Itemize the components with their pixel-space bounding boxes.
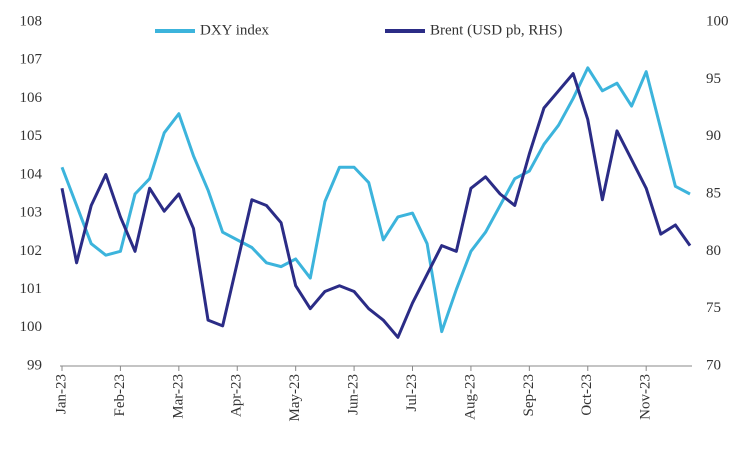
x-tick-label: May-23 (287, 374, 303, 422)
y-tick-label: 100 (20, 319, 43, 335)
y2-tick-label: 70 (706, 357, 721, 373)
y2-tick-label: 75 (706, 300, 721, 316)
y-tick-label: 104 (20, 166, 43, 182)
x-tick-label: Nov-23 (638, 374, 654, 420)
y-tick-label: 102 (20, 243, 43, 259)
y-tick-label: 106 (20, 90, 43, 106)
y-tick-label: 101 (20, 281, 43, 297)
legend-label: Brent (USD pb, RHS) (430, 22, 563, 38)
x-tick-label: Jan-23 (53, 374, 69, 414)
y-tick-label: 103 (20, 205, 43, 221)
x-tick-label: Oct-23 (579, 374, 595, 416)
y2-tick-label: 80 (706, 243, 721, 259)
y2-tick-label: 100 (706, 13, 729, 29)
x-tick-label: Sep-23 (521, 374, 537, 417)
y-tick-label: 108 (20, 13, 43, 29)
x-tick-label: Mar-23 (170, 374, 186, 419)
series-line (60, 72, 692, 339)
x-tick-label: Jul-23 (404, 374, 420, 412)
y-tick-label: 107 (20, 52, 43, 68)
y-tick-label: 99 (27, 357, 42, 373)
x-tick-label: Apr-23 (229, 374, 245, 417)
y-tick-label: 105 (20, 128, 43, 144)
y2-tick-label: 95 (706, 71, 721, 87)
y2-tick-label: 85 (706, 185, 721, 201)
y2-tick-label: 90 (706, 128, 721, 144)
series-line (60, 66, 691, 334)
x-tick-label: Jun-23 (346, 374, 362, 415)
legend-label: DXY index (200, 22, 270, 38)
x-tick-label: Aug-23 (462, 374, 478, 420)
x-tick-label: Feb-23 (112, 374, 128, 417)
